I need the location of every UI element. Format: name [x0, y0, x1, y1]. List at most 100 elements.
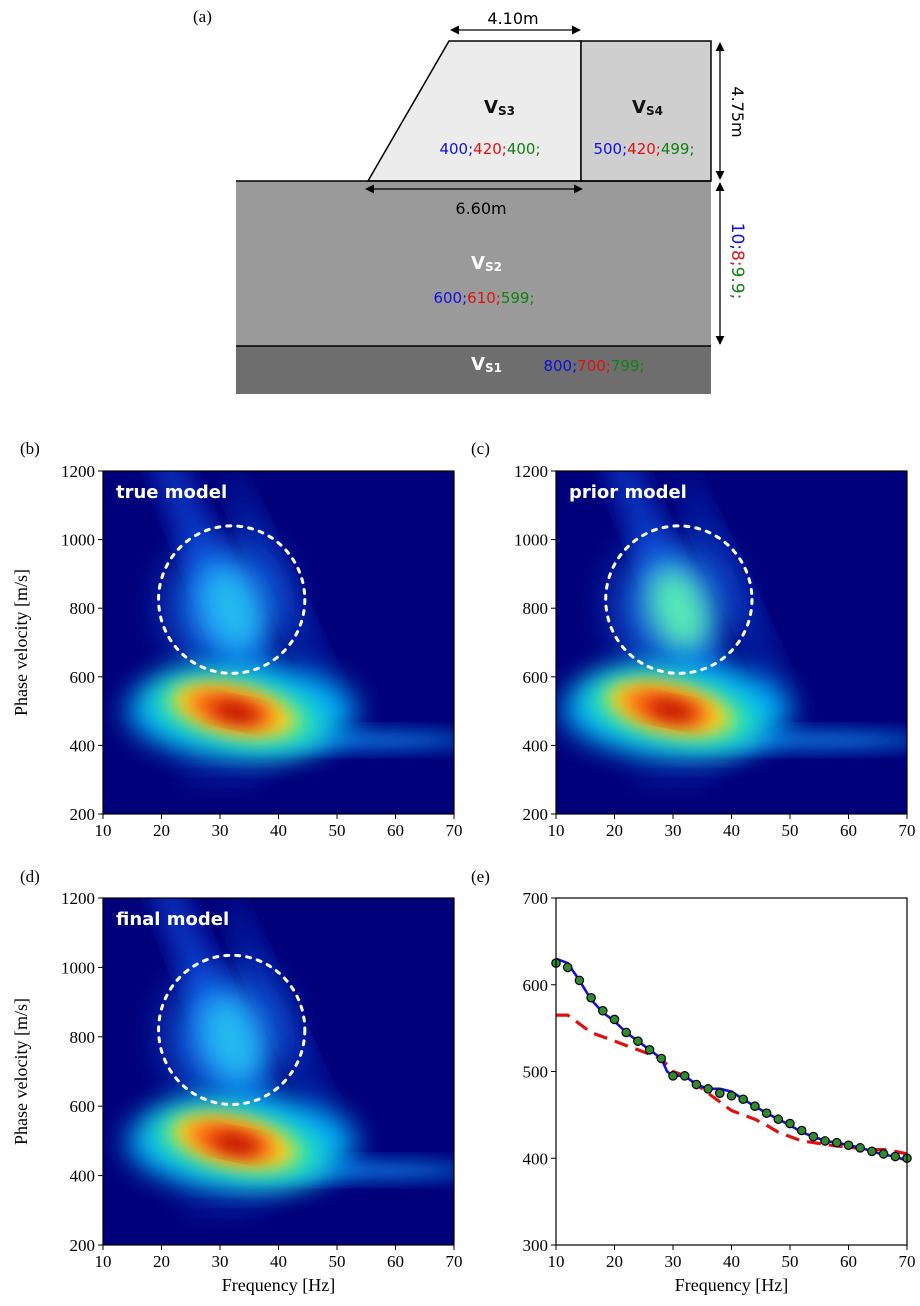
x-tick-label: 60 — [840, 821, 857, 840]
y-tick-label: 200 — [70, 1236, 96, 1255]
heatmap-streak — [226, 471, 331, 690]
x-tick-label: 10 — [548, 821, 565, 840]
heatmap-peak — [212, 702, 260, 723]
y-tick-label: 600 — [523, 976, 549, 995]
heatmap-field — [556, 471, 907, 814]
final-model-point — [750, 1101, 760, 1111]
y-tick-label: 500 — [523, 1063, 549, 1082]
y-tick-label: 1200 — [61, 889, 95, 908]
x-tick-label: 40 — [270, 821, 287, 840]
heatmap-stripe — [626, 775, 731, 784]
heatmap-streak — [226, 900, 331, 1118]
y-tick-label: 1000 — [61, 958, 95, 977]
final-model-point — [621, 1027, 631, 1038]
heatmap-stripe — [173, 765, 290, 774]
height-label: 4.75m — [728, 86, 747, 137]
x-axis-label: Frequency [Hz] — [675, 1275, 788, 1295]
prior-model-line — [556, 1013, 908, 1156]
panel-label-a: (a) — [193, 7, 212, 26]
final-model-point — [831, 1137, 842, 1148]
x-tick-label: 20 — [606, 821, 623, 840]
x-tick-label: 30 — [665, 821, 682, 840]
final-model-point — [703, 1084, 713, 1094]
panel-d-dispersion-final-model: final model 10 20 30 40 50 60 70 200 400 600 800 100… — [11, 889, 463, 1295]
panel-label-e: (e) — [471, 867, 490, 886]
final-model-point — [609, 1014, 620, 1025]
y-tick-label: 300 — [523, 1236, 549, 1255]
layer1-block — [236, 346, 711, 394]
final-model-point — [668, 1071, 678, 1081]
y-tick-label: 400 — [70, 736, 96, 755]
vs2-label: VS2 — [471, 253, 502, 274]
panel-label-c: (c) — [471, 439, 490, 458]
x-tick-label: 10 — [548, 1252, 565, 1271]
y-tick-label: 800 — [70, 1028, 96, 1047]
final-model-point — [808, 1131, 819, 1142]
heatmap-stripe — [174, 1216, 266, 1225]
panel-label-d: (d) — [20, 867, 40, 886]
y-tick-label: 1200 — [61, 462, 95, 481]
heatmap-field — [103, 471, 454, 814]
heatmap-stripe — [174, 785, 266, 794]
x-tick-label: 50 — [782, 821, 799, 840]
heatmap-background — [103, 898, 454, 1245]
final-model-point — [562, 962, 573, 973]
x-tick-label: 20 — [153, 821, 170, 840]
plot-frame — [555, 470, 908, 815]
final-model-point — [597, 1005, 608, 1016]
y-tick-label: 700 — [523, 889, 549, 908]
heatmap-stripe — [627, 785, 719, 794]
x-tick-label: 70 — [899, 1252, 916, 1271]
final-model-point — [586, 992, 596, 1003]
final-model-point — [820, 1136, 830, 1146]
heatmap-background — [556, 471, 907, 814]
heatmap-peak — [647, 700, 695, 721]
base-width-label: 6.60m — [455, 199, 506, 218]
dashed-circle — [604, 524, 754, 675]
heatmap-stripe — [173, 775, 278, 784]
panel-b-dispersion-true-model: true model 10 20 30 40 50 60 70 200 400 600 800 1000… — [11, 462, 463, 840]
dashed-circle — [157, 524, 307, 675]
model-annotation: prior model — [569, 482, 687, 503]
y-tick-label: 600 — [70, 668, 96, 687]
y-tick-label: 400 — [70, 1167, 96, 1186]
x-tick-label: 10 — [95, 821, 112, 840]
y-axis-label: Phase velocity [m/s] — [11, 569, 31, 716]
model-annotation: true model — [116, 482, 227, 503]
final-model-point — [843, 1140, 854, 1151]
heatmap-stripe — [173, 1195, 290, 1204]
final-model-point — [773, 1114, 784, 1125]
vs3-label: VS3 — [484, 97, 515, 118]
heatmap-field — [103, 898, 454, 1245]
final-model-point — [726, 1090, 737, 1101]
plot-background — [556, 898, 907, 1245]
y-tick-label: 400 — [523, 1149, 549, 1168]
panel-label-b: (b) — [20, 439, 40, 458]
x-tick-label: 70 — [899, 821, 916, 840]
final-model-point — [633, 1036, 643, 1046]
top-width-label: 4.10m — [487, 9, 538, 28]
x-tick-label: 70 — [446, 821, 463, 840]
embankment-left-block — [366, 40, 582, 182]
x-tick-label: 20 — [606, 1252, 623, 1271]
final-model-point — [867, 1146, 877, 1157]
x-tick-label: 60 — [387, 1252, 404, 1271]
heatmap-upper-blob — [648, 566, 710, 654]
dashed-circle — [157, 953, 307, 1106]
panel-a-model: (a) 4.10m 6.60m 4.75m 10;8;9.9; VS3 400;… — [193, 7, 747, 394]
x-tick-label: 20 — [153, 1252, 170, 1271]
x-tick-label: 30 — [212, 1252, 229, 1271]
y-tick-label: 800 — [523, 599, 549, 618]
final-model-point — [890, 1151, 901, 1162]
y-axis-label: Phase velocity [m/s] — [11, 998, 31, 1145]
model-annotation: final model — [116, 909, 229, 930]
x-tick-label: 30 — [665, 1252, 682, 1271]
vs3-values: 400;420;400; — [439, 140, 540, 158]
panel-e-dispersion-curves: 10 20 30 40 50 60 70 300 400 500 600 700 Frequency [… — [523, 889, 916, 1295]
x-tick-label: 30 — [212, 821, 229, 840]
final-model-point — [574, 975, 585, 986]
y-tick-label: 1200 — [514, 462, 548, 481]
vs2-values: 600;610;599; — [433, 289, 534, 307]
x-tick-label: 40 — [723, 1252, 740, 1271]
